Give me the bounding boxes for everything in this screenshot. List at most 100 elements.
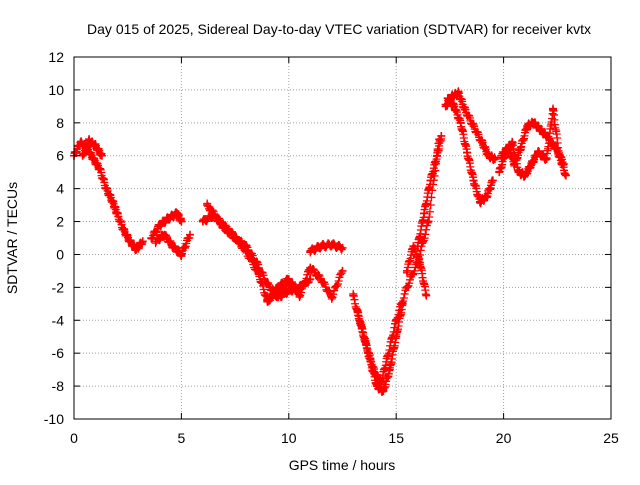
data-point bbox=[523, 122, 532, 131]
data-point bbox=[370, 368, 379, 377]
data-point bbox=[138, 237, 147, 246]
data-point bbox=[413, 242, 422, 251]
data-point bbox=[426, 176, 435, 185]
data-point bbox=[422, 291, 431, 300]
data-point bbox=[112, 209, 121, 218]
data-point bbox=[529, 118, 538, 127]
data-point bbox=[377, 378, 386, 387]
y-tick-label: 0 bbox=[56, 246, 64, 262]
data-point bbox=[317, 242, 326, 251]
x-tick-label: 15 bbox=[388, 430, 404, 446]
data-point bbox=[514, 168, 523, 177]
data-point bbox=[327, 293, 336, 302]
data-point bbox=[392, 316, 401, 325]
y-tick-label: -10 bbox=[44, 411, 64, 427]
data-point bbox=[306, 263, 315, 272]
data-point bbox=[508, 138, 517, 147]
data-point bbox=[478, 138, 487, 147]
data-series bbox=[402, 242, 431, 300]
data-series bbox=[306, 239, 347, 257]
data-point bbox=[555, 151, 564, 160]
data-series bbox=[263, 263, 347, 306]
data-point bbox=[475, 197, 484, 206]
x-tick-label: 0 bbox=[70, 430, 78, 446]
data-point bbox=[89, 155, 98, 164]
data-point bbox=[295, 291, 304, 300]
data-point bbox=[177, 217, 186, 226]
data-point bbox=[95, 164, 104, 173]
x-axis-label: GPS time / hours bbox=[289, 457, 396, 473]
data-series-markers bbox=[495, 104, 570, 181]
data-series bbox=[78, 134, 106, 160]
data-point bbox=[216, 217, 225, 226]
data-point bbox=[549, 105, 558, 114]
data-point bbox=[441, 102, 450, 111]
data-point bbox=[402, 283, 411, 292]
data-point bbox=[516, 143, 525, 152]
data-point bbox=[456, 118, 465, 127]
data-layer bbox=[70, 87, 570, 396]
y-tick-label: 2 bbox=[56, 214, 64, 230]
data-point bbox=[168, 242, 177, 251]
data-point bbox=[160, 230, 169, 239]
y-axis-label: SDTVAR / TECUs bbox=[4, 182, 20, 294]
data-point bbox=[338, 243, 347, 252]
data-point bbox=[454, 89, 463, 98]
data-point bbox=[155, 220, 164, 229]
y-tick-label: 10 bbox=[48, 82, 64, 98]
data-point bbox=[132, 245, 141, 254]
data-point bbox=[450, 102, 459, 111]
data-point bbox=[306, 247, 315, 256]
data-point bbox=[119, 225, 128, 234]
x-tick-label: 5 bbox=[178, 430, 186, 446]
data-point bbox=[241, 247, 250, 256]
y-tick-label: -8 bbox=[52, 378, 65, 394]
data-point bbox=[488, 176, 497, 185]
data-series bbox=[495, 104, 570, 181]
data-point bbox=[463, 148, 472, 157]
data-point bbox=[151, 237, 160, 246]
data-point bbox=[185, 230, 194, 239]
data-point bbox=[203, 201, 212, 210]
data-point bbox=[108, 197, 117, 206]
data-point bbox=[521, 171, 530, 180]
data-point bbox=[338, 266, 347, 275]
data-point bbox=[491, 155, 500, 164]
data-point bbox=[306, 275, 315, 284]
data-point bbox=[495, 168, 504, 177]
y-tick-label: 8 bbox=[56, 115, 64, 131]
data-point bbox=[527, 159, 536, 168]
data-point bbox=[536, 125, 545, 134]
x-tick-label: 20 bbox=[496, 430, 512, 446]
data-point bbox=[317, 275, 326, 284]
data-point bbox=[443, 94, 452, 103]
data-point bbox=[97, 151, 106, 160]
data-point bbox=[533, 148, 542, 157]
data-point bbox=[125, 237, 134, 246]
data-point bbox=[469, 176, 478, 185]
data-point bbox=[362, 340, 371, 349]
data-point bbox=[102, 184, 111, 193]
data-point bbox=[433, 151, 442, 160]
data-point bbox=[85, 136, 94, 145]
data-point bbox=[254, 270, 263, 279]
y-tick-label: -4 bbox=[52, 312, 65, 328]
data-point bbox=[437, 131, 446, 140]
data-point bbox=[415, 258, 424, 267]
y-tick-label: -2 bbox=[52, 279, 65, 295]
data-point bbox=[542, 155, 551, 164]
data-point bbox=[353, 308, 362, 317]
y-tick-label: 12 bbox=[48, 49, 64, 65]
data-point bbox=[501, 148, 510, 157]
data-point bbox=[274, 283, 283, 292]
data-series bbox=[443, 94, 497, 208]
x-tick-label: 10 bbox=[281, 430, 297, 446]
data-point bbox=[383, 352, 392, 361]
data-series bbox=[413, 131, 446, 251]
data-point bbox=[252, 258, 261, 267]
data-point bbox=[228, 230, 237, 239]
tick-layer: 0 5 10 15 20 25 -10 -8 -6 -4 -2 0 2 4 6 8 10 12 bbox=[44, 49, 619, 446]
data-point bbox=[379, 387, 388, 396]
